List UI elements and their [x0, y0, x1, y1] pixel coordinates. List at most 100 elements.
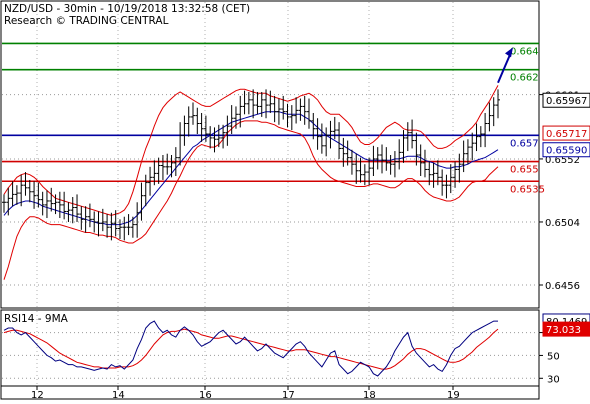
- projection-arrowhead: [505, 47, 513, 58]
- rsi-ma-line: [3, 328, 499, 370]
- price-bar: [448, 164, 453, 194]
- price-value-tag-label: 0.65967: [546, 96, 587, 107]
- level-label-0: 0.664: [510, 46, 539, 57]
- price-bar: [431, 162, 436, 188]
- price-bar: [362, 164, 367, 186]
- price-bars: [2, 89, 500, 241]
- price-bar: [465, 139, 470, 165]
- price-bar: [306, 98, 311, 129]
- price-bar: [49, 187, 54, 212]
- price-value-tag-label: 0.65590: [546, 146, 587, 157]
- price-bar: [272, 95, 277, 123]
- rsi-panel-label: RSI14 - 9MA: [4, 313, 69, 325]
- price-bar: [27, 179, 32, 203]
- price-bar: [302, 95, 307, 125]
- price-bar: [276, 98, 281, 125]
- price-bar: [401, 130, 406, 163]
- moving-average: [3, 111, 499, 226]
- price-bar: [216, 124, 221, 148]
- price-bar: [186, 106, 191, 137]
- price-bar: [6, 187, 11, 216]
- level-label-2: 0.657: [510, 138, 539, 149]
- price-bar: [32, 181, 37, 209]
- price-bar: [268, 90, 273, 113]
- price-bar: [221, 124, 226, 149]
- price-bar: [384, 147, 389, 171]
- price-bar: [143, 174, 148, 207]
- price-bar: [40, 191, 45, 216]
- price-bar: [79, 206, 84, 230]
- price-bar: [156, 157, 161, 184]
- x-tick-label: 12: [31, 390, 44, 400]
- price-bar: [294, 97, 299, 124]
- price-bar: [470, 132, 475, 161]
- price-bar: [345, 140, 350, 166]
- price-bar: [341, 137, 346, 167]
- price-panel-frame: [0, 0, 540, 309]
- price-bar: [483, 112, 488, 148]
- price-bar: [135, 202, 140, 238]
- price-bar: [212, 127, 217, 153]
- price-tick-label: 0.6504: [545, 218, 580, 229]
- price-value-tag-1: [542, 125, 590, 141]
- price-bar: [238, 95, 243, 128]
- bollinger-lower: [3, 120, 499, 280]
- level-label-3: 0.655: [510, 165, 539, 176]
- price-bar: [337, 122, 342, 159]
- price-bar: [126, 214, 131, 236]
- x-tick-label: 19: [447, 390, 460, 400]
- level-label-1: 0.662: [510, 73, 539, 84]
- price-bar: [496, 89, 500, 119]
- price-bar: [444, 174, 449, 199]
- projection-line: [497, 51, 512, 84]
- price-value-tag-0: [542, 92, 590, 108]
- price-bar: [264, 89, 269, 119]
- price-bar: [422, 149, 427, 178]
- price-bar: [173, 147, 178, 177]
- price-bar: [169, 155, 174, 178]
- price-bar: [397, 139, 402, 170]
- rsi-grid: [2, 311, 539, 386]
- price-bar: [281, 95, 286, 120]
- price-bar: [44, 190, 49, 219]
- price-bar: [478, 126, 483, 148]
- price-bar: [62, 191, 67, 220]
- x-tick-label: 17: [282, 390, 295, 400]
- price-bar: [251, 89, 256, 119]
- level-label-4: 0.6535: [510, 184, 545, 195]
- rsi-line: [3, 320, 498, 377]
- price-bar: [233, 106, 238, 129]
- price-bar: [246, 91, 251, 115]
- price-bar: [474, 123, 479, 152]
- price-bar: [259, 91, 264, 117]
- price-bar: [405, 122, 410, 152]
- support-resistance-levels: 0.664 0.662 0.657 0.655 0.6535: [2, 42, 545, 195]
- price-bar: [195, 107, 200, 134]
- x-tick-label: 18: [363, 390, 376, 400]
- price-bar: [324, 127, 329, 157]
- bollinger-upper: [3, 85, 499, 216]
- price-bar: [19, 174, 24, 207]
- price-bar: [83, 206, 88, 233]
- price-bar: [457, 153, 462, 183]
- price-bar: [182, 115, 187, 146]
- price-bar: [315, 118, 320, 150]
- price-bar: [453, 161, 458, 188]
- price-bar: [191, 102, 196, 125]
- price-bar: [96, 211, 101, 237]
- price-bar: [225, 115, 230, 146]
- price-bar: [285, 103, 290, 128]
- x-axis-frame: [0, 385, 540, 400]
- moving-average-line: [3, 111, 499, 226]
- chart-subtitle: Research © TRADING CENTRAL: [4, 15, 169, 27]
- price-bar: [487, 102, 492, 132]
- price-bar: [440, 169, 445, 196]
- price-bar: [367, 157, 372, 186]
- rsi-tick-label: 50: [547, 351, 560, 362]
- price-bar: [203, 115, 208, 142]
- price-bar: [57, 191, 62, 219]
- price-bar: [491, 97, 496, 127]
- price-bar: [418, 144, 423, 177]
- price-bar: [117, 219, 122, 240]
